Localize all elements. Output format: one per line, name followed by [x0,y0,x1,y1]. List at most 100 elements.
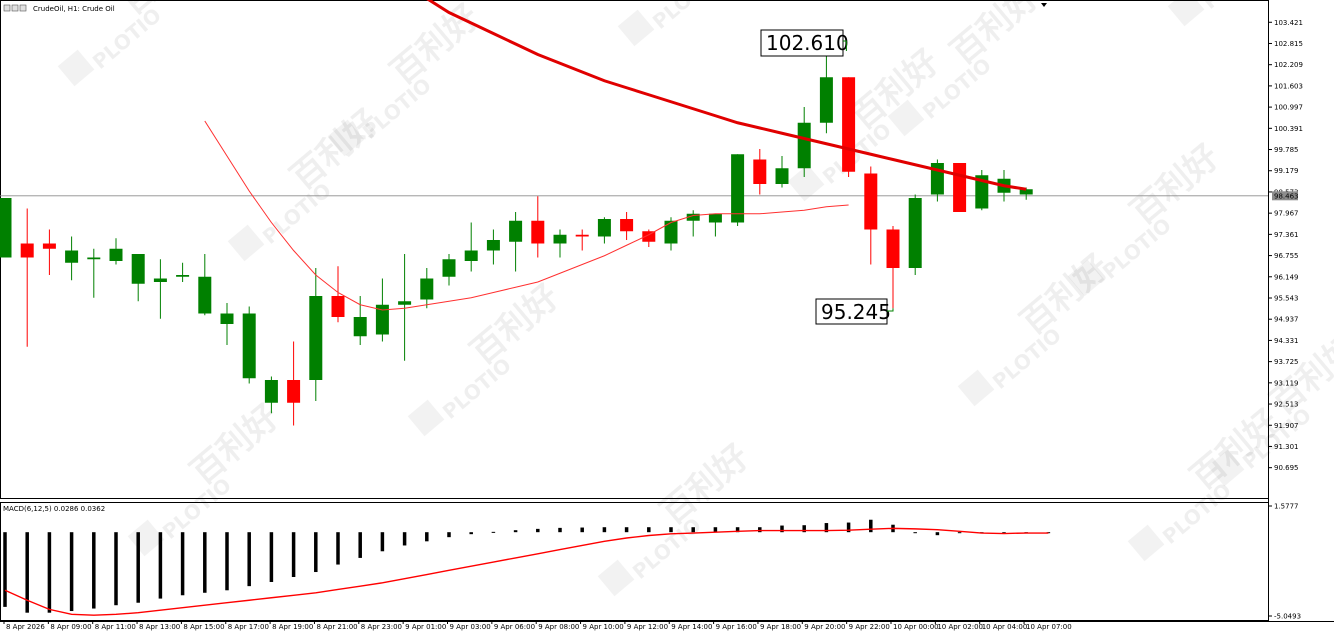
candle-body [220,313,234,324]
candle-body [575,234,589,237]
candle-body [20,243,34,258]
price-tick-label: 90.695 [1274,464,1299,472]
candle-body [264,380,278,403]
low-callout-leader [887,308,894,312]
candle [509,212,523,272]
high-callout: 102.610 [760,29,849,57]
candle [797,107,811,177]
watermark-chinese: 百利好 [943,0,1047,73]
candle-body [1019,189,1033,195]
price-tick-label: 96.149 [1274,273,1299,281]
price-tick-label: 102.815 [1274,40,1303,48]
price-tick-label: 103.421 [1274,19,1303,27]
macd-histogram-bar [136,532,140,603]
macd-histogram-bar [1002,532,1006,534]
candle [331,266,345,323]
time-tick-label: 9 Apr 06:00 [494,623,535,631]
candle [775,156,789,188]
price-panel-frame [0,0,1269,499]
candle-body [620,219,634,232]
candle [176,262,190,282]
price-tick-label: 94.937 [1274,316,1299,324]
price-tick-label: 101.603 [1274,82,1303,90]
chart-symbol-label: CrudeOil, H1: Crude Oil [33,5,115,13]
candle [198,254,212,316]
price-tick-label: 95.543 [1274,294,1299,302]
candle [531,196,545,258]
candle [575,229,589,251]
macd-label: MACD(6,12,5) 0.0286 0.0362 [3,505,105,513]
macd-histogram-bar [602,527,607,533]
watermark-mark [1167,0,1205,27]
price-tick-label: 99.785 [1274,146,1299,154]
candle [65,236,79,281]
watermark-mark [1067,259,1105,297]
price-tick-label: 94.331 [1274,337,1299,345]
low-callout-label: 95.245 [821,300,891,324]
candle-body [420,278,434,300]
candle [753,149,767,195]
watermark-text: PLOTIO [358,73,436,144]
candle-body [464,250,478,261]
time-tick-label: 8 Apr 13:00 [139,623,180,631]
time-tick-label: 9 Apr 08:00 [538,623,579,631]
chart-header: CrudeOil, H1: Crude Oil [3,4,115,13]
chart-check-icon[interactable] [11,4,19,12]
candle-body [975,175,989,209]
candle-body [131,254,145,284]
candle-body [176,275,190,277]
chart-menu-icon[interactable] [3,4,11,12]
candle [0,198,12,258]
time-tick-label: 8 Apr 17:00 [228,623,269,631]
price-tick-label: 97.967 [1274,210,1299,218]
candle [708,213,722,237]
time-tick-label: 9 Apr 01:00 [405,623,446,631]
macd-histogram-bar [47,532,52,613]
candle-body [819,77,833,123]
candle-body [0,198,12,258]
candle [553,229,567,258]
macd-histogram-bar [536,528,540,533]
macd-tick-label: 1.5777 [1274,503,1299,511]
candle-body [198,276,212,314]
scroll-marker-icon [1041,3,1047,7]
candle-body [953,163,967,212]
low-callout: 95.245 [815,298,894,325]
macd-histogram-bar [92,532,96,609]
candle [886,226,900,309]
candle-body [442,259,456,277]
watermark-text: PLOTIO [1158,478,1236,549]
candle [953,163,967,212]
watermark-text: PLOTIO [258,178,336,249]
macd-histogram-bar [380,532,385,552]
macd-histogram-bar [358,532,362,558]
candle-body [42,243,56,249]
candle-body [331,296,345,317]
watermark-chinese: 百利好 [113,0,217,23]
watermark-mark [787,164,825,202]
watermark-chinese: 百利好 [653,437,757,533]
price-tick-label: 91.301 [1274,443,1299,451]
watermark-text: PLOTIO [628,513,706,584]
time-tick-label: 8 Apr 15:00 [183,623,224,631]
candle [109,238,123,265]
candle [398,254,412,361]
high-callout-leader [843,40,847,51]
candle [842,77,856,177]
candle-body [242,313,256,379]
candle [131,254,145,302]
watermark-text: PLOTIO [88,3,166,74]
candle-body [287,380,301,403]
time-tick-label: 9 Apr 14:00 [671,623,712,631]
time-tick-label: 9 Apr 03:00 [450,623,491,631]
watermark-mark [227,224,265,262]
candle [620,212,634,240]
macd-histogram [3,519,1051,613]
watermark-chinese: 百利好 [383,0,487,93]
chart-settings-icon[interactable] [19,4,27,12]
macd-histogram-bar [935,532,940,536]
macd-histogram-bar [647,527,651,533]
time-tick-label: 10 Apr 02:00 [937,623,983,631]
